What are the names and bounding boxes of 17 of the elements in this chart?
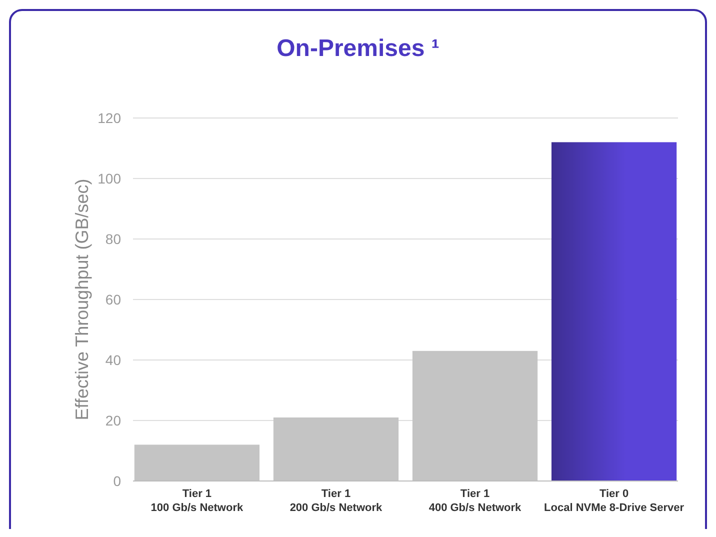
y-tick-label: 40 [105,352,122,368]
x-tick-label: Tier 1 400 Gb/s Network [428,488,522,514]
y-tick-label: 0 [113,472,122,489]
y-tick-label: 80 [105,230,122,247]
y-tick-label: 120 [98,110,122,126]
bar [134,444,260,481]
x-tick-label: Tier 1 200 Gb/s Network [290,488,384,514]
y-tick-label: 20 [105,412,122,428]
y-tick-label: 60 [105,291,122,308]
chart-title: On-Premises ¹ [276,35,440,62]
x-tick-label: Tier 1 100 Gb/s Network [150,488,244,514]
bar [273,417,399,481]
x-tick-label: Tier 0 Local NVMe 8-Drive Server [544,488,685,514]
bar [551,142,677,481]
y-axis-title: Effective Throughput (GB/sec) [72,178,92,420]
bar [412,350,538,481]
y-tick-label: 100 [98,170,122,186]
